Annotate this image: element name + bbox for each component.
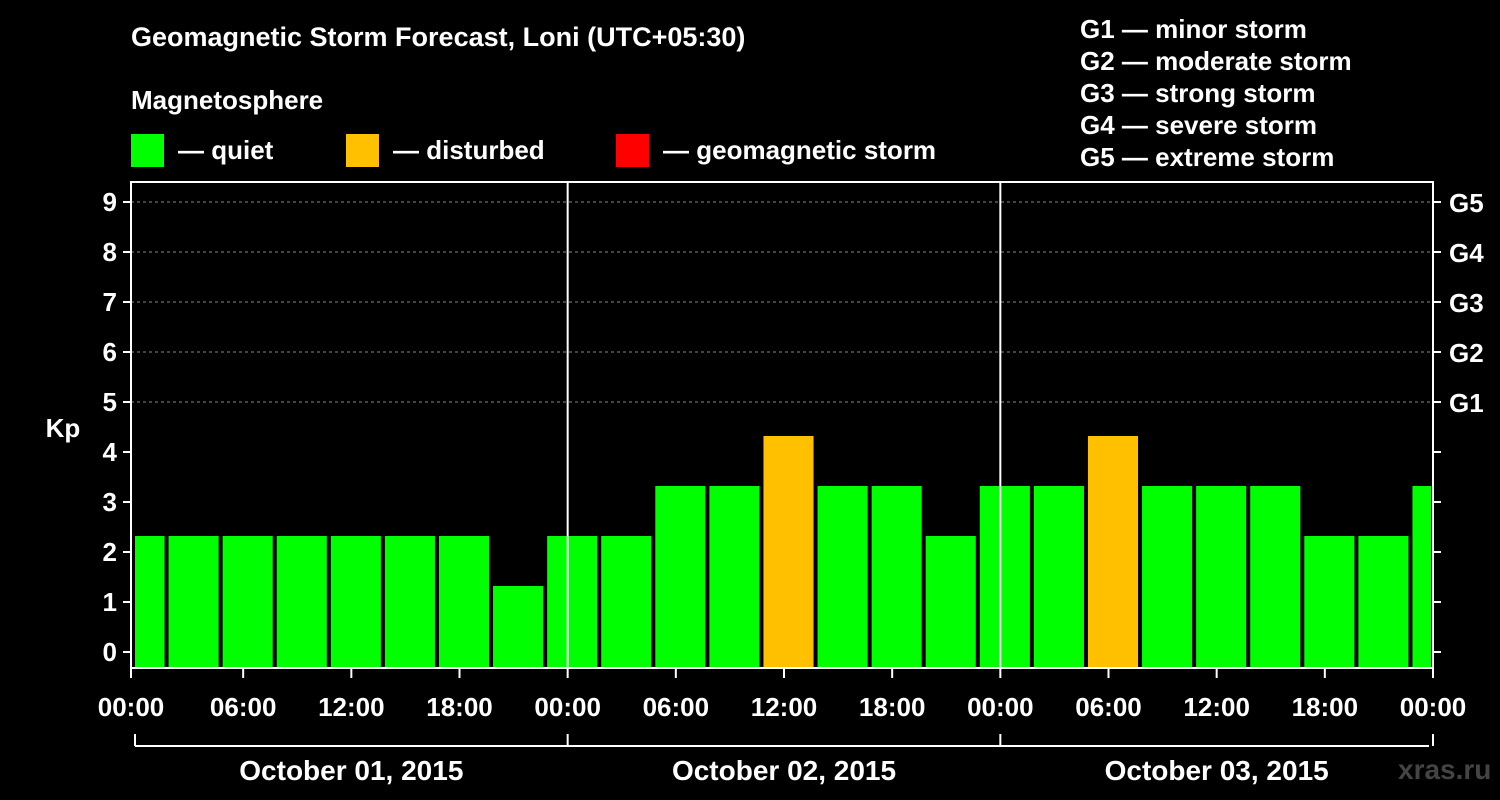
y-tick-label-2: 2 bbox=[103, 537, 117, 567]
x-tick-label-3: 18:00 bbox=[426, 692, 493, 722]
g-scale-legend: G1 — minor storm G2 — moderate storm G3 … bbox=[1080, 13, 1352, 173]
g-scale-g2: G2 — moderate storm bbox=[1080, 46, 1352, 76]
x-tick-label-2: 12:00 bbox=[318, 692, 385, 722]
g-scale-g5: G5 — extreme storm bbox=[1080, 142, 1335, 172]
plot-frame bbox=[130, 181, 1434, 669]
legend-item-storm: — geomagnetic storm bbox=[616, 133, 936, 167]
right-label-G2: G2 bbox=[1449, 338, 1484, 368]
kp-bar-10 bbox=[655, 486, 706, 668]
kp-bar-8 bbox=[547, 536, 598, 668]
kp-bar-1 bbox=[168, 536, 219, 668]
y-tick-label-3: 3 bbox=[103, 487, 117, 517]
kp-bar-20 bbox=[1196, 486, 1247, 668]
watermark: xras.ru bbox=[1398, 754, 1492, 785]
axis-layer bbox=[123, 181, 1441, 747]
y-tick-label-6: 6 bbox=[103, 337, 117, 367]
kp-bar-21 bbox=[1250, 486, 1301, 668]
y-tick-label-5: 5 bbox=[103, 387, 117, 417]
legend-swatch-storm bbox=[616, 133, 649, 167]
legend-title: Magnetosphere bbox=[131, 85, 324, 115]
x-tick-label-11: 18:00 bbox=[1292, 692, 1359, 722]
right-label-G4: G4 bbox=[1449, 238, 1484, 268]
kp-bar-2 bbox=[222, 536, 273, 668]
y-tick-label-7: 7 bbox=[103, 287, 117, 317]
kp-bar-9 bbox=[601, 536, 652, 668]
legend-swatch-quiet bbox=[131, 133, 164, 167]
kp-bar-0 bbox=[135, 536, 165, 668]
right-label-G5: G5 bbox=[1449, 188, 1484, 218]
day-label-0: October 01, 2015 bbox=[239, 755, 463, 786]
legend-label-storm: — geomagnetic storm bbox=[663, 134, 937, 165]
g-scale-g1: G1 — minor storm bbox=[1080, 14, 1307, 44]
x-tick-label-7: 18:00 bbox=[859, 692, 926, 722]
kp-bar-14 bbox=[871, 486, 922, 668]
y-tick-label-9: 9 bbox=[103, 187, 117, 217]
legend-label-quiet: — quiet bbox=[178, 134, 274, 165]
g-scale-g3: G3 — strong storm bbox=[1080, 78, 1316, 108]
x-tick-label-12: 00:00 bbox=[1400, 692, 1467, 722]
day-label-2: October 03, 2015 bbox=[1105, 755, 1329, 786]
y-tick-label-1: 1 bbox=[103, 587, 117, 617]
y-tick-label-0: 0 bbox=[103, 637, 117, 667]
x-tick-label-8: 00:00 bbox=[967, 692, 1034, 722]
x-tick-label-9: 06:00 bbox=[1075, 692, 1142, 722]
x-tick-label-1: 06:00 bbox=[210, 692, 277, 722]
kp-bar-15 bbox=[925, 536, 976, 668]
x-tick-label-0: 00:00 bbox=[98, 692, 165, 722]
kp-bar-3 bbox=[276, 536, 327, 668]
kp-bar-19 bbox=[1142, 486, 1193, 668]
legend-item-quiet: — quiet bbox=[131, 133, 273, 167]
day-label-1: October 02, 2015 bbox=[672, 755, 896, 786]
grid-layer bbox=[131, 201, 1433, 403]
kp-bar-6 bbox=[438, 536, 490, 668]
legend-swatch-disturbed bbox=[346, 133, 379, 167]
g-scale-g4: G4 — severe storm bbox=[1080, 110, 1318, 140]
right-label-G3: G3 bbox=[1449, 288, 1484, 318]
legend-item-disturbed: — disturbed bbox=[346, 133, 545, 167]
chart-title: Geomagnetic Storm Forecast, Loni (UTC+05… bbox=[131, 22, 746, 52]
kp-bar-7 bbox=[493, 586, 544, 668]
x-tick-label-10: 12:00 bbox=[1183, 692, 1250, 722]
x-tick-label-4: 00:00 bbox=[534, 692, 601, 722]
kp-bar-5 bbox=[384, 536, 435, 668]
kp-bar-16 bbox=[979, 486, 1030, 668]
kp-bar-17 bbox=[1033, 486, 1084, 668]
label-layer: 0 1 2 3 4 5 6 7 8 9 G1 G2 G3 G4 G5 Kp 00:00 06:00 12:00 18:… bbox=[46, 187, 1485, 786]
kp-bar-18 bbox=[1087, 436, 1139, 668]
y-tick-label-8: 8 bbox=[103, 237, 117, 267]
kp-bar-12 bbox=[763, 436, 814, 668]
kp-bar-24 bbox=[1412, 486, 1431, 668]
right-label-G1: G1 bbox=[1449, 388, 1484, 418]
y-axis-label: Kp bbox=[46, 413, 81, 443]
x-tick-label-6: 12:00 bbox=[751, 692, 818, 722]
x-tick-label-5: 06:00 bbox=[643, 692, 710, 722]
kp-bar-23 bbox=[1358, 536, 1409, 668]
kp-bar-11 bbox=[709, 486, 760, 668]
legend-label-disturbed: — disturbed bbox=[393, 134, 545, 165]
kp-bar-22 bbox=[1304, 536, 1355, 668]
kp-bar-13 bbox=[817, 486, 868, 668]
kp-bar-4 bbox=[330, 536, 381, 668]
y-tick-label-4: 4 bbox=[103, 437, 118, 467]
bar-layer bbox=[135, 436, 1431, 668]
